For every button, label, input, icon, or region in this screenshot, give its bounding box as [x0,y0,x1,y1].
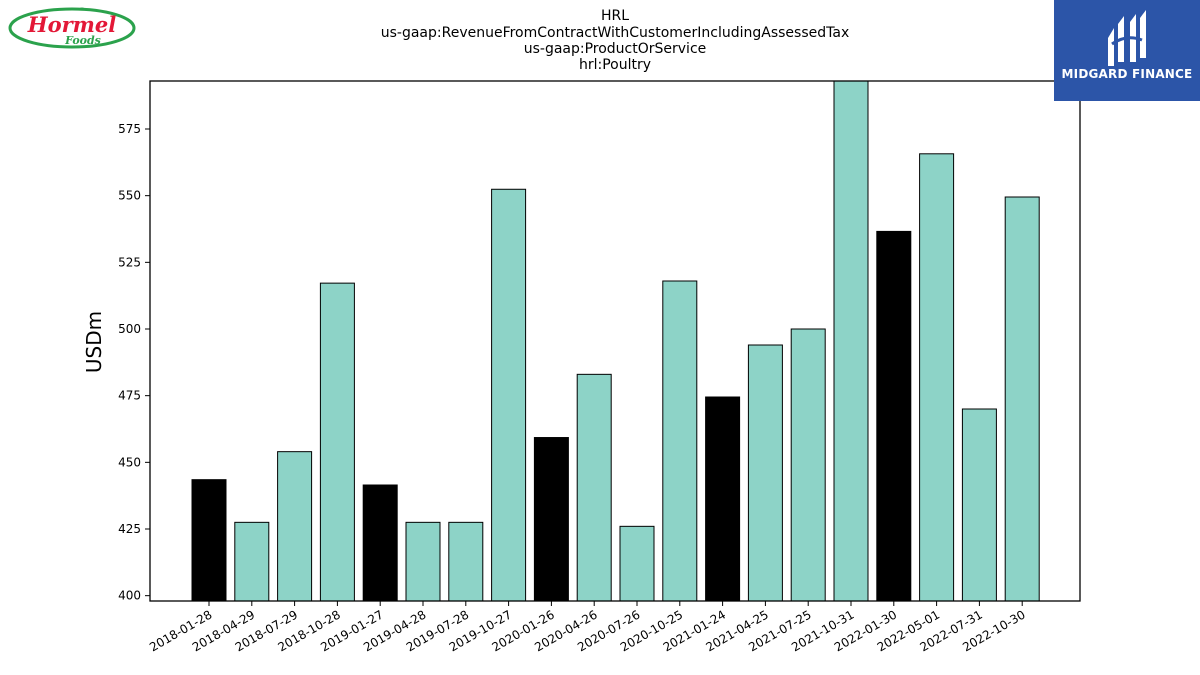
bar-2022-01-30 [876,230,912,602]
bar-2018-10-28 [319,282,355,602]
bar-2018-04-29 [234,521,270,602]
y-tick-label: 425 [118,522,141,536]
title-line-2: us-gaap:RevenueFromContractWithCustomerI… [381,25,850,41]
bar-2021-04-25 [747,344,783,602]
bar-2022-07-31 [961,408,997,602]
x-axis-ticks: 2018-01-282018-04-292018-07-292018-10-28… [147,601,1028,654]
title-line-1: HRL [601,8,629,24]
bar-2020-10-25 [662,280,698,602]
hormel-logo-mark: Hormel Foods [8,7,136,49]
title-line-4: hrl:Poultry [579,57,651,73]
y-tick-label: 475 [118,389,141,403]
chart-title: HRL us-gaap:RevenueFromContractWithCusto… [381,8,850,73]
y-tick-label: 400 [118,589,141,603]
bar-2019-04-28 [405,521,441,602]
bar-2018-01-28 [191,479,227,602]
bar-2022-05-01 [919,153,955,602]
y-axis-label: USDm [82,311,106,373]
hormel-foods-logo: Hormel Foods [8,6,136,50]
y-tick-label: 525 [118,255,141,269]
bar-2018-07-29 [277,451,313,602]
y-tick-label: 500 [118,322,141,336]
midgard-finance-logo: MIDGARD FINANCE [1054,0,1200,101]
y-tick-label: 450 [118,455,141,469]
bar-2019-07-28 [448,521,484,602]
bar-2021-07-25 [790,328,826,602]
hormel-logo-text: Hormel [27,12,116,37]
plot-frame [149,80,1081,602]
y-axis-ticks: 400 425 450 475 500 525 550 575 [118,122,150,603]
y-tick-label: 550 [118,189,141,203]
bar-2020-04-26 [576,373,612,602]
bar-2020-01-26 [533,437,569,602]
bar-2021-01-24 [705,396,741,602]
midgard-logo-text: MIDGARD FINANCE [1061,67,1193,81]
bar-2022-10-30 [1004,196,1040,602]
y-tick-label: 575 [118,122,141,136]
bar-2021-10-31 [833,80,869,602]
bar-2019-10-27 [491,188,527,602]
hormel-logo-subtext: Foods [64,34,101,47]
bar-2019-01-27 [362,484,398,602]
bars-group [191,80,1040,602]
bar-2020-07-26 [619,525,655,602]
title-line-3: us-gaap:ProductOrService [524,41,707,57]
midgard-logo-mark [1108,10,1146,66]
